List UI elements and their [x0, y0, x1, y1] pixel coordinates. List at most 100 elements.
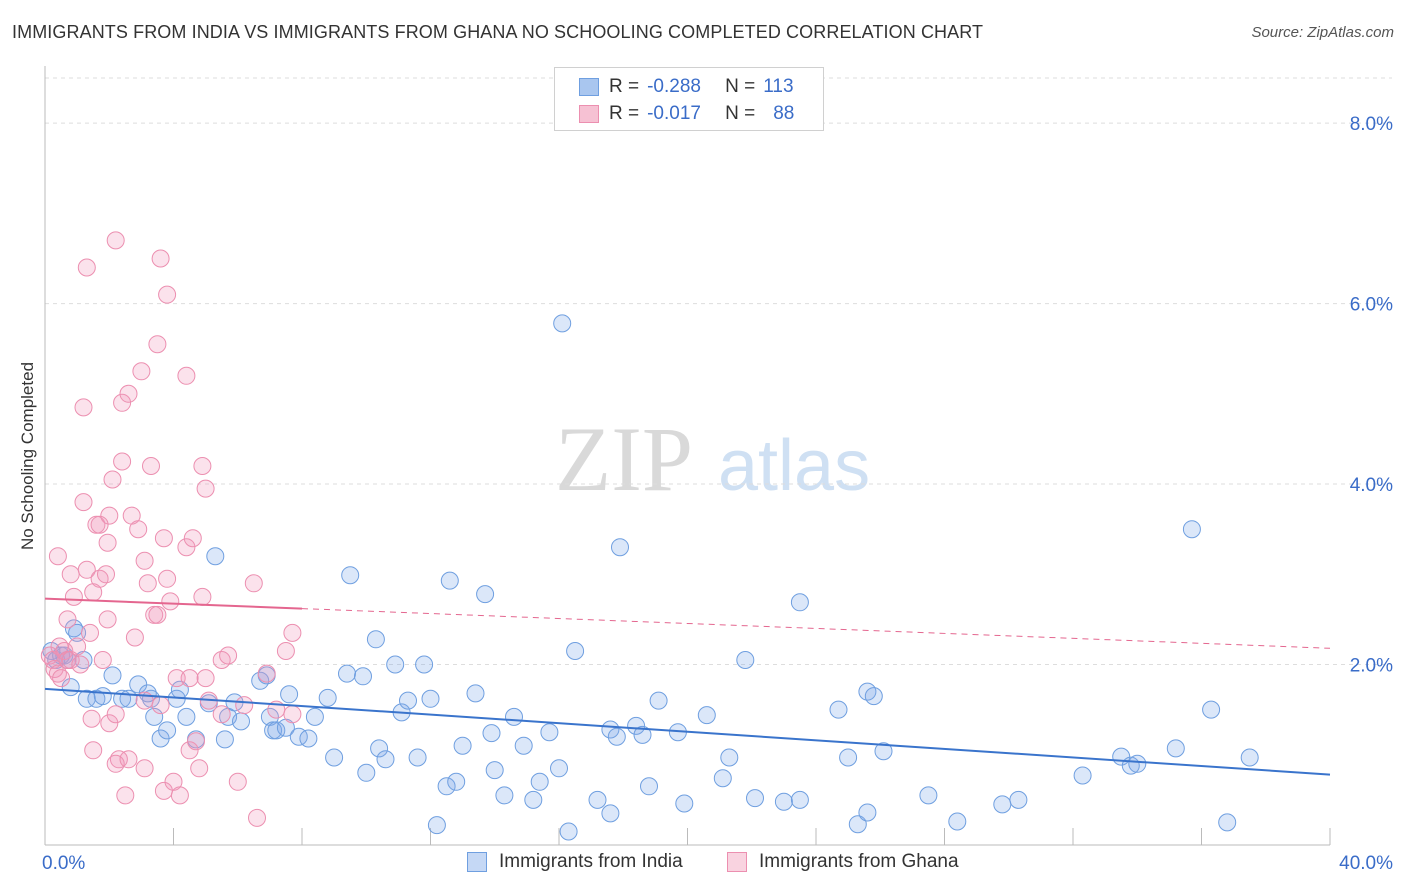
ghana-point: [212, 651, 231, 669]
n-label: N =: [725, 103, 756, 124]
ghana-point: [154, 529, 173, 548]
india-point: [1009, 790, 1028, 809]
india-point: [649, 691, 668, 710]
india-point: [874, 742, 893, 761]
ghana-point: [283, 705, 302, 724]
india-point: [366, 630, 385, 649]
n-value: 88: [773, 103, 795, 124]
india-point: [774, 792, 793, 811]
india-point: [119, 689, 138, 708]
ghana-point: [103, 470, 122, 489]
india-point: [142, 689, 160, 708]
india-point: [858, 803, 877, 822]
ghana-point: [190, 759, 209, 778]
india-point: [232, 712, 250, 731]
india-point: [158, 721, 177, 740]
ghana-point: [77, 258, 96, 277]
india-point: [607, 727, 626, 746]
india-point: [476, 585, 495, 604]
ghana-point: [193, 457, 212, 475]
india-point: [341, 566, 360, 585]
ghana-points: [40, 231, 302, 827]
legend-item-ghana[interactable]: Immigrants from Ghana: [727, 851, 959, 873]
ghana-point: [151, 249, 170, 268]
india-point: [77, 689, 96, 708]
india-point: [588, 790, 607, 809]
ghana-point: [177, 538, 196, 557]
ghana-point: [164, 772, 183, 791]
ghana-point: [148, 605, 167, 624]
ghana-point: [196, 669, 215, 688]
ghana-point: [77, 560, 96, 579]
y-tick-label: 4.0%: [1350, 475, 1393, 496]
ghana-point: [283, 623, 302, 642]
ghana-point: [71, 655, 90, 674]
india-point: [427, 816, 446, 835]
ghana-point: [276, 642, 295, 660]
ghana-point: [81, 623, 99, 642]
india-points: [42, 314, 1259, 841]
india-point: [746, 789, 764, 808]
india-point: [736, 651, 755, 669]
india-point: [421, 689, 440, 708]
india-point: [713, 769, 732, 788]
legend-swatch-ghana: [727, 852, 747, 872]
ghana-point: [235, 696, 254, 715]
ghana-point: [151, 696, 170, 715]
india-point: [370, 739, 389, 758]
india-point: [1182, 520, 1201, 539]
india-point: [858, 682, 877, 701]
india-point: [93, 687, 112, 706]
ghana-point: [187, 732, 205, 751]
ghana-point: [183, 529, 202, 548]
ghana-point: [106, 705, 125, 724]
ghana-point: [74, 493, 93, 512]
y-tick-label: 8.0%: [1350, 114, 1393, 135]
india-point: [280, 685, 299, 704]
ghana-point: [158, 285, 177, 304]
chart-title: IMMIGRANTS FROM INDIA VS IMMIGRANTS FROM…: [12, 22, 984, 42]
stats-box: R = -0.288 N = 113 R = -0.017 N = 88: [554, 67, 824, 131]
india-point: [505, 707, 523, 726]
india-point: [530, 772, 549, 791]
india-point: [466, 684, 485, 703]
ghana-point: [113, 452, 132, 471]
source-label: Source: ZipAtlas.com: [1251, 24, 1394, 41]
india-point: [1218, 813, 1237, 832]
x-tick-label: 0.0%: [42, 853, 85, 874]
ghana-point: [84, 741, 103, 760]
ghana-point: [90, 515, 109, 534]
watermark-zip: ZIP: [555, 408, 693, 510]
ghana-point: [100, 506, 119, 525]
india-point: [399, 691, 417, 710]
india-point: [627, 716, 646, 735]
ghana-point: [180, 669, 199, 688]
india-point: [485, 761, 504, 780]
ghana-trend-line-extension: [301, 608, 1331, 649]
india-point: [415, 655, 434, 674]
ghana-point: [116, 786, 135, 805]
india-point: [566, 642, 585, 660]
n-value: 113: [763, 76, 794, 97]
ghana-point: [180, 741, 199, 760]
ghana-point: [119, 384, 138, 403]
legend-swatch-india: [467, 852, 487, 872]
ghana-point: [106, 231, 125, 250]
india-point: [1202, 700, 1221, 719]
india-point: [720, 748, 739, 767]
ghana-point: [148, 335, 167, 354]
india-point: [305, 707, 324, 726]
india-point: [440, 571, 459, 590]
ghana-point: [257, 664, 276, 683]
india-point: [318, 688, 337, 707]
india-point: [601, 804, 620, 823]
legend-item-india[interactable]: Immigrants from India: [467, 851, 683, 873]
india-point: [611, 538, 629, 557]
india-point: [447, 772, 466, 791]
india-point: [790, 593, 809, 612]
india-point: [633, 725, 652, 744]
india-point: [145, 707, 164, 726]
ghana-point: [132, 362, 151, 381]
legend-label-ghana: Immigrants from Ghana: [759, 851, 959, 872]
ghana-point: [129, 520, 148, 539]
